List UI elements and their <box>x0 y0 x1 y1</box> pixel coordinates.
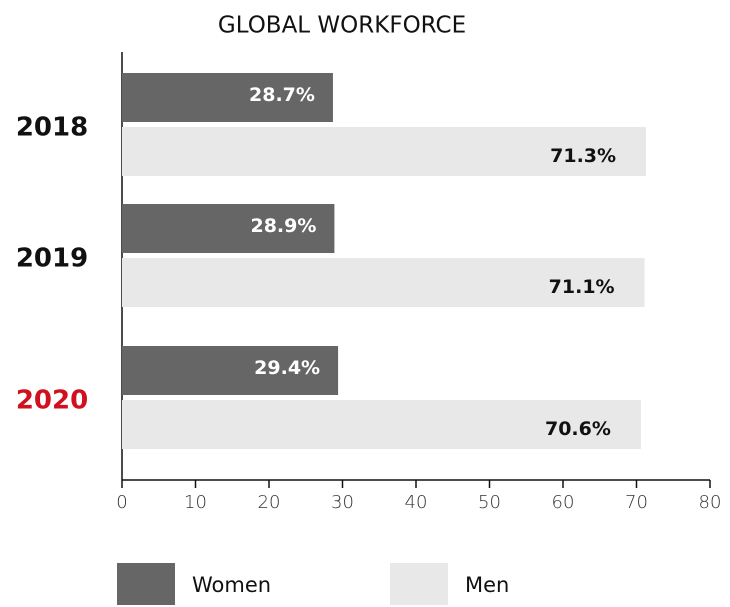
legend-label: Women <box>192 573 271 597</box>
category-label: 2019 <box>16 244 88 274</box>
value-label: 29.4% <box>254 357 320 379</box>
value-label: 28.7% <box>249 84 315 106</box>
bar <box>122 346 339 395</box>
bar <box>122 400 641 449</box>
value-label: 28.9% <box>250 215 316 237</box>
x-tick-label: 30 <box>331 492 354 513</box>
x-tick-label: 10 <box>184 492 207 513</box>
legend-swatch <box>390 563 448 605</box>
x-tick-label: 50 <box>478 492 501 513</box>
legend-swatch <box>117 563 175 605</box>
category-label: 2020 <box>16 386 88 416</box>
bar <box>122 258 645 307</box>
value-label: 70.6% <box>545 418 611 440</box>
x-tick-label: 40 <box>405 492 428 513</box>
x-tick-label: 0 <box>116 492 127 513</box>
category-label: 2018 <box>16 113 88 143</box>
x-tick-label: 60 <box>552 492 575 513</box>
legend-label: Men <box>465 573 509 597</box>
bar <box>122 73 333 122</box>
x-tick-label: 20 <box>258 492 281 513</box>
bar <box>122 204 335 253</box>
value-label: 71.3% <box>550 145 616 167</box>
x-tick-label: 80 <box>699 492 722 513</box>
chart-title: GLOBAL WORKFORCE <box>218 13 466 39</box>
value-label: 71.1% <box>549 276 615 298</box>
x-tick-label: 70 <box>625 492 648 513</box>
bar <box>122 127 647 176</box>
